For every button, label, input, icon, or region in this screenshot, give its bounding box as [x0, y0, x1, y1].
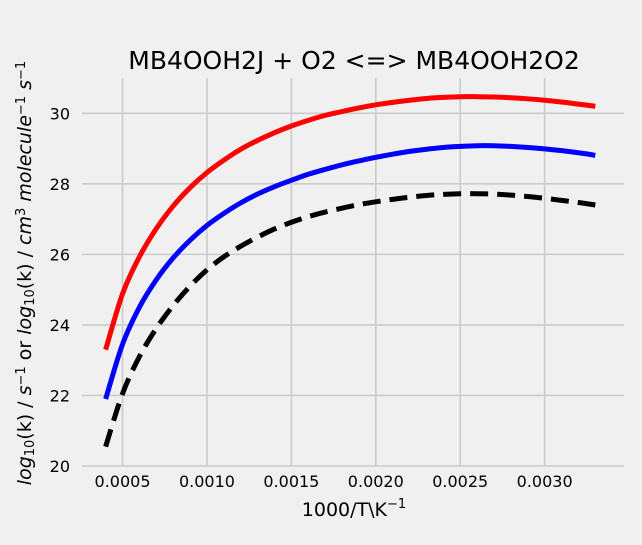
y-axis-title-part: (k) / — [14, 395, 36, 439]
series-line-2 — [103, 143, 596, 400]
y-axis-title-part: s — [14, 385, 36, 395]
gridlines — [82, 78, 624, 467]
y-tick-label: 22 — [50, 386, 70, 405]
y-axis-title-part: 3 — [14, 208, 29, 216]
y-axis-title-part: 10 — [23, 289, 38, 306]
y-axis-title-part: −1 — [14, 366, 29, 385]
x-tick-label: 0.0025 — [432, 472, 488, 491]
y-axis-title-part: molecule — [14, 115, 36, 208]
x-tick-label: 0.0010 — [179, 472, 235, 491]
y-axis-title-part: or — [14, 335, 36, 367]
y-tick-label: 28 — [50, 175, 70, 194]
x-axis-title-base: 1000/T\K — [302, 499, 388, 521]
x-axis-title-sup: −1 — [387, 497, 406, 512]
chart-title: MB4OOH2J + O2 <=> MB4OOH2O2 — [128, 46, 580, 75]
y-tick-label: 20 — [50, 457, 70, 476]
y-tick-label: 30 — [50, 104, 70, 123]
x-tick-label: 0.0030 — [517, 472, 573, 491]
y-axis-title-part: s — [14, 80, 36, 96]
y-axis-title-part: −1 — [14, 61, 29, 80]
y-axis-title-part: log — [14, 456, 36, 485]
y-axis-title-part: 10 — [23, 440, 38, 457]
y-axis-title: log10(k) / s−1 or log10(k) / cm3 molecul… — [14, 61, 38, 485]
series-line-3 — [103, 191, 596, 448]
x-axis-title: 1000/T\K−1 — [302, 497, 406, 521]
y-axis-title-part: (k) / — [14, 245, 36, 289]
x-tick-labels: 0.0005 0.0010 0.0015 0.0020 0.0025 0.0030 — [95, 472, 573, 491]
y-tick-label: 26 — [50, 245, 70, 264]
x-tick-label: 0.0020 — [348, 472, 404, 491]
series-layer — [103, 94, 596, 448]
series-line-1 — [103, 94, 596, 351]
y-axis-title-part: cm — [14, 216, 36, 245]
y-tick-labels: 20 22 24 26 28 30 — [50, 104, 70, 476]
x-tick-label: 0.0005 — [95, 472, 151, 491]
y-tick-label: 24 — [50, 316, 70, 335]
y-axis-title-part: −1 — [14, 96, 29, 115]
x-tick-label: 0.0015 — [263, 472, 319, 491]
y-axis-title-part: log — [14, 306, 36, 335]
